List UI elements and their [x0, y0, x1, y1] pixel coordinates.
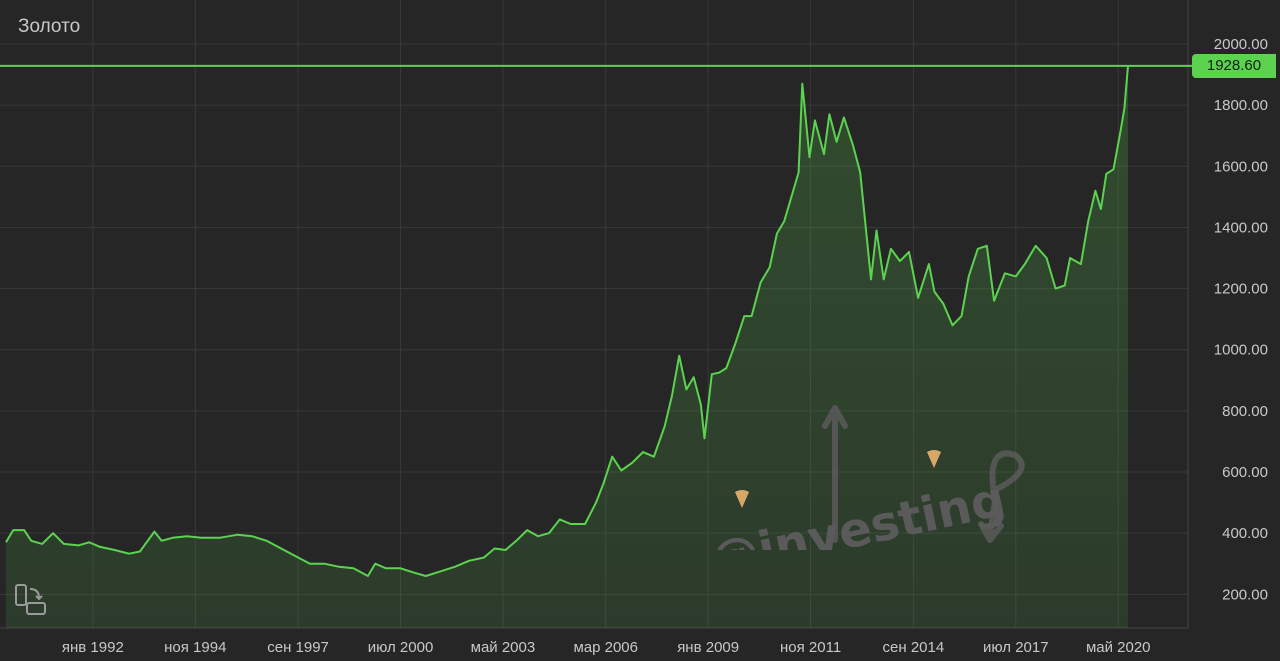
y-tick-label: 400.00	[1222, 525, 1268, 542]
price-area	[6, 65, 1128, 629]
x-tick-label: янв 2009	[677, 639, 739, 656]
investing-watermark: @investing	[706, 405, 1025, 550]
y-tick-label: 800.00	[1222, 403, 1268, 420]
x-tick-label: сен 2014	[883, 639, 945, 656]
y-tick-label: 1000.00	[1214, 342, 1268, 359]
x-tick-label: ноя 1994	[164, 639, 226, 656]
y-tick-label: 1200.00	[1214, 281, 1268, 298]
x-tick-label: май 2020	[1086, 639, 1151, 656]
y-tick-label: 600.00	[1222, 464, 1268, 481]
chart-title: Золото	[18, 16, 81, 37]
x-tick-label: сен 1997	[267, 639, 329, 656]
x-tick-label: янв 1992	[62, 639, 124, 656]
y-tick-label: 200.00	[1222, 586, 1268, 603]
watermark-text: @investing	[706, 471, 1010, 550]
y-tick-label: 1400.00	[1214, 219, 1268, 236]
y-tick-label: 2000.00	[1214, 36, 1268, 53]
price-line	[5, 65, 1129, 577]
x-tick-label: ноя 2011	[780, 639, 841, 656]
last-price-badge: 1928.60	[1192, 53, 1276, 78]
x-tick-label: май 2003	[471, 639, 536, 656]
x-tick-label: мар 2006	[573, 639, 638, 656]
x-tick-label: июл 2000	[368, 639, 434, 656]
x-tick-label: июл 2017	[983, 639, 1049, 656]
rotate-screen-icon[interactable]	[14, 584, 48, 616]
y-tick-label: 1600.00	[1214, 158, 1268, 175]
y-tick-label: 1800.00	[1214, 97, 1268, 114]
